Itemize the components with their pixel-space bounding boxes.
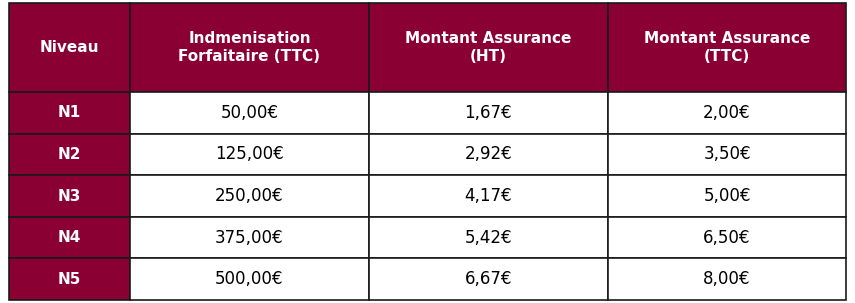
Bar <box>608 92 846 134</box>
Bar <box>369 175 608 217</box>
Bar <box>130 217 369 258</box>
Text: 5,00€: 5,00€ <box>704 187 751 205</box>
Text: 2,00€: 2,00€ <box>703 104 751 122</box>
Text: Niveau: Niveau <box>39 40 99 55</box>
Text: 4,17€: 4,17€ <box>464 187 512 205</box>
Bar <box>608 3 846 92</box>
Text: 6,50€: 6,50€ <box>704 228 751 247</box>
Bar <box>130 134 369 175</box>
Text: N2: N2 <box>57 147 81 162</box>
Bar <box>130 3 369 92</box>
Bar <box>130 92 369 134</box>
Bar <box>9 175 130 217</box>
Bar <box>9 217 130 258</box>
Text: Indmenisation
Forfaitaire (TTC): Indmenisation Forfaitaire (TTC) <box>179 31 321 64</box>
Text: Montant Assurance
(TTC): Montant Assurance (TTC) <box>644 31 811 64</box>
Text: N3: N3 <box>57 188 81 204</box>
Bar <box>9 92 130 134</box>
Bar <box>608 217 846 258</box>
Bar <box>369 134 608 175</box>
Bar <box>130 258 369 300</box>
Text: N4: N4 <box>57 230 81 245</box>
Text: 125,00€: 125,00€ <box>215 145 284 164</box>
Bar <box>130 175 369 217</box>
Text: 5,42€: 5,42€ <box>464 228 512 247</box>
Bar <box>608 134 846 175</box>
Text: N1: N1 <box>57 105 81 120</box>
Bar <box>9 3 130 92</box>
Bar <box>369 217 608 258</box>
Text: 50,00€: 50,00€ <box>221 104 279 122</box>
Text: 6,67€: 6,67€ <box>464 270 512 288</box>
Bar <box>369 92 608 134</box>
Text: 250,00€: 250,00€ <box>215 187 284 205</box>
Text: N5: N5 <box>57 272 81 287</box>
Bar <box>608 258 846 300</box>
Bar <box>608 175 846 217</box>
Bar <box>9 134 130 175</box>
Text: 500,00€: 500,00€ <box>215 270 284 288</box>
Bar <box>9 258 130 300</box>
Text: 3,50€: 3,50€ <box>703 145 751 164</box>
Bar <box>369 3 608 92</box>
Bar <box>369 258 608 300</box>
Text: 375,00€: 375,00€ <box>215 228 284 247</box>
Text: 8,00€: 8,00€ <box>704 270 751 288</box>
Text: 1,67€: 1,67€ <box>464 104 512 122</box>
Text: 2,92€: 2,92€ <box>464 145 512 164</box>
Text: Montant Assurance
(HT): Montant Assurance (HT) <box>405 31 571 64</box>
